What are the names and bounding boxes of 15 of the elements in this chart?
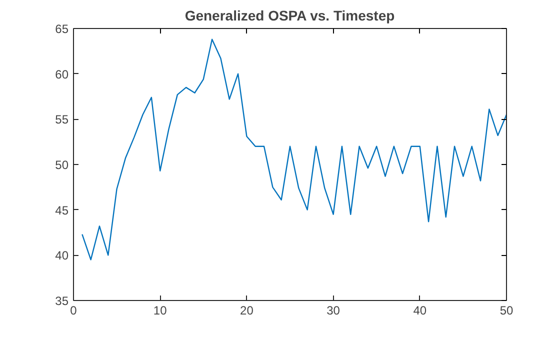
x-tick-label: 30 bbox=[326, 304, 340, 318]
x-tick-label: 0 bbox=[70, 304, 78, 318]
y-tick-label: 35 bbox=[55, 294, 69, 308]
x-tick-label: 20 bbox=[240, 304, 254, 318]
x-tick-label: 10 bbox=[153, 304, 168, 318]
y-tick-label: 55 bbox=[55, 112, 69, 127]
x-tick-label: 50 bbox=[500, 304, 514, 318]
y-tick-label: 65 bbox=[55, 22, 69, 36]
y-tick-label: 40 bbox=[55, 248, 69, 263]
x-tick-label: 40 bbox=[413, 304, 427, 318]
line-series bbox=[82, 38, 506, 260]
y-tick-label: 60 bbox=[55, 67, 69, 82]
y-tick-label: 50 bbox=[55, 158, 69, 172]
chart-title: Generalized OSPA vs. Timestep bbox=[184, 8, 395, 24]
y-tick-label: 45 bbox=[55, 203, 69, 218]
